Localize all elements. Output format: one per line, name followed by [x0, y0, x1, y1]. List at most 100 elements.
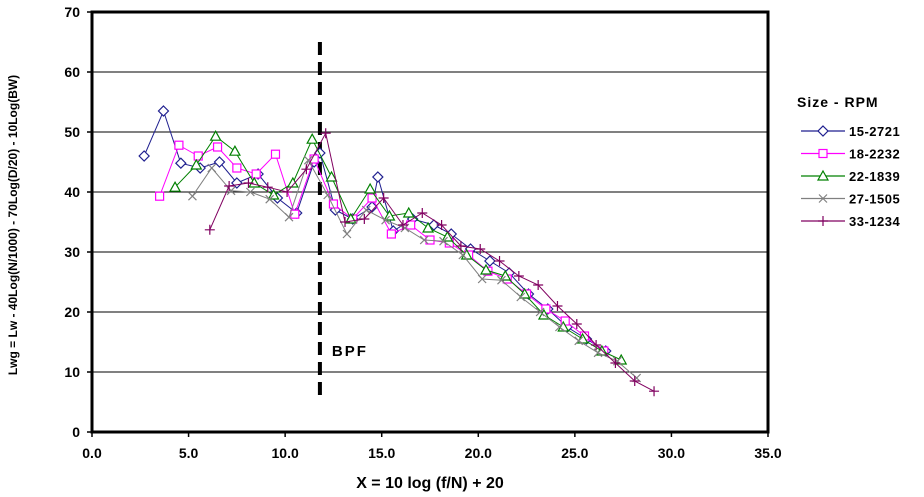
data-point	[533, 280, 544, 290]
data-point	[436, 220, 447, 230]
legend-label: 15-2721	[849, 124, 900, 139]
data-point	[629, 376, 640, 386]
x-tick-label: 25.0	[561, 445, 588, 461]
data-point	[552, 301, 563, 311]
y-axis-ticks: 0 10 20 30 40 50 60 70	[64, 4, 92, 440]
data-point	[342, 229, 352, 239]
data-point	[169, 180, 182, 192]
data-point	[484, 255, 496, 267]
data-point	[224, 181, 235, 191]
data-point	[455, 241, 466, 251]
data-point	[251, 169, 261, 179]
data-point	[328, 199, 339, 209]
y-tick-label: 10	[64, 364, 80, 380]
data-point	[494, 256, 505, 266]
data-point	[402, 206, 415, 218]
x-tick-label: 30.0	[658, 445, 685, 461]
plot-area	[92, 12, 768, 432]
x-tick-label: 10.0	[272, 445, 299, 461]
data-point	[499, 269, 512, 281]
legend-marker	[817, 125, 829, 137]
data-point	[516, 292, 526, 302]
legend-entry: 33-1234	[801, 214, 900, 229]
data-point	[535, 307, 545, 317]
data-point	[458, 250, 468, 260]
data-point	[428, 219, 440, 231]
data-point	[204, 224, 215, 235]
data-point	[397, 220, 408, 230]
legend-label: 27-1505	[849, 192, 900, 207]
data-point	[232, 163, 242, 173]
data-point	[340, 217, 351, 227]
data-point	[320, 128, 331, 139]
legend-label: 22-1839	[849, 169, 900, 184]
data-point	[378, 193, 389, 203]
data-point	[207, 163, 217, 173]
plot-border	[90, 10, 770, 434]
data-point	[306, 132, 319, 144]
data-point	[361, 205, 371, 215]
data-point	[649, 386, 660, 397]
legend-entry: 22-1839	[801, 169, 900, 184]
data-point	[155, 191, 165, 201]
data-point	[574, 336, 584, 346]
data-point	[290, 209, 300, 219]
x-tick-label: 15.0	[368, 445, 395, 461]
data-point	[477, 274, 487, 284]
y-axis-title: Lwg = Lw - 40Log(N/1000) - 70Log(D/20) -…	[6, 75, 20, 375]
legend-label: 33-1234	[849, 214, 900, 229]
x-axis-title: X = 10 log (f/N) + 20	[356, 475, 504, 492]
y-tick-label: 60	[64, 64, 80, 80]
legend-entry: 15-2721	[801, 124, 900, 139]
data-point	[190, 158, 203, 170]
legend-marker	[818, 216, 828, 226]
series-layer	[138, 105, 660, 397]
data-point	[323, 190, 333, 200]
data-point	[497, 275, 506, 285]
data-point	[417, 208, 428, 218]
y-tick-label: 0	[72, 424, 80, 440]
series-27-1505	[188, 155, 642, 383]
data-point	[284, 212, 294, 222]
gridlines	[92, 71, 768, 373]
series-line	[209, 131, 655, 392]
x-tick-label: 20.0	[465, 445, 492, 461]
y-tick-label: 50	[64, 124, 80, 140]
data-point	[439, 236, 448, 246]
y-tick-label: 20	[64, 304, 80, 320]
x-tick-label: 5.0	[179, 445, 199, 461]
bpf-marker: BPF	[317, 42, 368, 402]
data-point	[213, 156, 226, 168]
data-point	[303, 155, 313, 165]
data-point	[383, 209, 396, 221]
y-tick-label: 30	[64, 244, 80, 260]
data-point	[593, 348, 603, 358]
legend-marker	[818, 194, 828, 203]
data-point	[270, 149, 281, 159]
data-point	[571, 319, 582, 329]
data-point	[364, 182, 377, 194]
data-point	[245, 187, 255, 197]
series-22-1839	[169, 129, 628, 365]
data-point	[282, 187, 293, 197]
data-point	[554, 322, 564, 332]
data-point	[301, 164, 312, 175]
data-point	[513, 271, 524, 281]
data-point	[359, 214, 370, 224]
legend-entry: 18-2232	[801, 147, 900, 162]
x-tick-label: 0.0	[82, 445, 102, 461]
data-point	[366, 201, 378, 213]
data-point	[479, 263, 493, 275]
bpf-label: BPF	[332, 343, 368, 360]
data-point	[228, 144, 241, 156]
data-point	[591, 340, 602, 350]
legend-marker	[816, 169, 830, 181]
data-point	[612, 356, 622, 366]
data-point	[209, 129, 222, 141]
data-point	[475, 244, 486, 254]
data-point	[441, 230, 454, 242]
data-point	[381, 215, 391, 225]
data-point	[372, 171, 384, 183]
y-tick-label: 70	[64, 4, 80, 20]
